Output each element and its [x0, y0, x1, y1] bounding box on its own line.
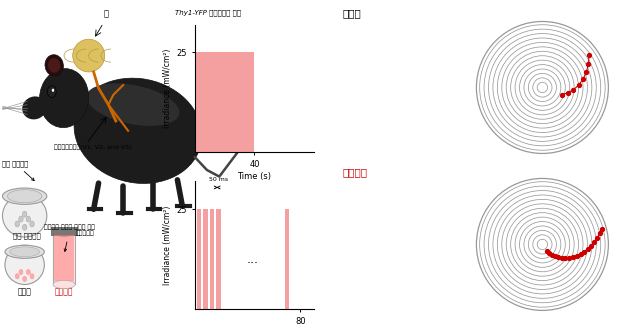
- Circle shape: [26, 216, 31, 222]
- Text: 둔: 둔: [104, 10, 108, 19]
- Ellipse shape: [22, 96, 47, 119]
- Ellipse shape: [379, 115, 389, 129]
- Circle shape: [30, 274, 34, 279]
- Circle shape: [19, 216, 23, 222]
- Circle shape: [19, 269, 23, 275]
- Circle shape: [396, 193, 418, 227]
- Circle shape: [22, 224, 27, 230]
- Bar: [216, 209, 221, 309]
- Ellipse shape: [3, 195, 47, 237]
- Text: 입자 세포배양: 입자 세포배양: [3, 160, 34, 181]
- Text: 광조사군: 광조사군: [55, 288, 74, 297]
- Circle shape: [15, 274, 19, 279]
- Y-axis label: Irradiance (mW/cm²): Irradiance (mW/cm²): [163, 49, 172, 128]
- Bar: [51, 227, 77, 235]
- Bar: [195, 52, 255, 152]
- Circle shape: [47, 86, 56, 97]
- Text: 50 ms: 50 ms: [209, 178, 228, 182]
- Bar: [196, 209, 201, 309]
- Text: Thy1-YFP 유전자변형 모델: Thy1-YFP 유전자변형 모델: [175, 10, 241, 16]
- Ellipse shape: [8, 190, 42, 203]
- Text: 50 µm: 50 µm: [408, 157, 426, 162]
- Bar: [54, 235, 74, 281]
- Circle shape: [22, 276, 27, 282]
- X-axis label: Time (s): Time (s): [237, 172, 271, 181]
- Ellipse shape: [73, 39, 105, 72]
- Ellipse shape: [86, 83, 179, 126]
- Circle shape: [26, 269, 30, 275]
- Ellipse shape: [5, 245, 44, 284]
- Ellipse shape: [10, 247, 40, 257]
- Ellipse shape: [72, 94, 100, 128]
- Y-axis label: Irradiance (mW/cm²): Irradiance (mW/cm²): [163, 206, 172, 285]
- Bar: [53, 232, 75, 284]
- Circle shape: [52, 89, 54, 92]
- Text: ...: ...: [247, 253, 259, 266]
- Circle shape: [30, 221, 35, 227]
- Text: 삼자신경절세포(V1, V2, and V3): 삼자신경절세포(V1, V2, and V3): [54, 144, 132, 150]
- Ellipse shape: [364, 127, 370, 135]
- Ellipse shape: [74, 78, 202, 183]
- Ellipse shape: [40, 69, 88, 128]
- Ellipse shape: [3, 188, 47, 204]
- Circle shape: [22, 211, 27, 217]
- Ellipse shape: [5, 245, 44, 258]
- Ellipse shape: [53, 281, 75, 289]
- Bar: [285, 209, 289, 309]
- Ellipse shape: [45, 55, 63, 76]
- Ellipse shape: [53, 228, 75, 236]
- Circle shape: [391, 185, 423, 235]
- Text: 대조군: 대조군: [18, 288, 31, 297]
- Text: 배양 플라스크: 배양 플라스크: [13, 232, 41, 239]
- Text: 플라스크 저면에 부착된 삼자
신경절세포: 플라스크 저면에 부착된 삼자 신경절세포: [44, 224, 95, 251]
- Circle shape: [15, 221, 19, 227]
- Bar: [203, 209, 208, 309]
- Ellipse shape: [48, 58, 60, 73]
- Bar: [210, 209, 214, 309]
- Text: 광조사군: 광조사군: [342, 167, 367, 177]
- Text: 대조군: 대조군: [342, 8, 361, 18]
- Text: 50 µm: 50 µm: [408, 314, 426, 319]
